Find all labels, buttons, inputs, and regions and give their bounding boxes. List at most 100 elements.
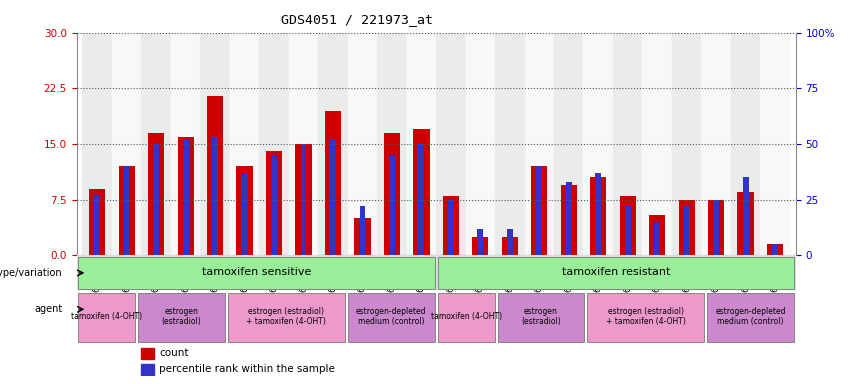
Bar bbox=[643, 33, 672, 255]
Bar bbox=[495, 33, 524, 255]
Bar bbox=[554, 33, 584, 255]
Text: GDS4051 / 221973_at: GDS4051 / 221973_at bbox=[282, 13, 433, 26]
Bar bbox=[419, 144, 425, 255]
Bar bbox=[465, 33, 495, 255]
Bar bbox=[389, 155, 395, 255]
Text: estrogen-depleted
medium (control): estrogen-depleted medium (control) bbox=[716, 307, 786, 326]
Bar bbox=[348, 293, 435, 342]
Bar bbox=[772, 244, 778, 255]
Bar bbox=[502, 237, 518, 255]
Bar bbox=[266, 151, 283, 255]
Bar bbox=[448, 200, 454, 255]
Bar bbox=[407, 33, 436, 255]
Bar bbox=[498, 293, 585, 342]
Bar bbox=[123, 166, 129, 255]
Bar bbox=[477, 228, 483, 255]
Bar bbox=[242, 173, 248, 255]
Bar bbox=[212, 137, 218, 255]
Bar bbox=[707, 293, 794, 342]
Bar bbox=[260, 33, 288, 255]
Bar bbox=[89, 189, 106, 255]
Bar bbox=[83, 33, 112, 255]
Text: estrogen (estradiol)
+ tamoxifen (4-OHT): estrogen (estradiol) + tamoxifen (4-OHT) bbox=[606, 307, 686, 326]
Text: tamoxifen (4-OHT): tamoxifen (4-OHT) bbox=[71, 312, 142, 321]
Bar bbox=[708, 200, 724, 255]
Bar bbox=[437, 257, 794, 289]
Bar bbox=[207, 96, 223, 255]
Bar bbox=[318, 33, 348, 255]
Bar bbox=[713, 200, 719, 255]
Bar bbox=[738, 192, 754, 255]
Bar bbox=[443, 196, 459, 255]
Bar bbox=[437, 33, 465, 255]
Bar bbox=[414, 129, 430, 255]
Bar bbox=[654, 222, 660, 255]
Bar bbox=[325, 111, 341, 255]
Bar bbox=[524, 33, 554, 255]
Bar bbox=[183, 139, 189, 255]
Bar bbox=[767, 244, 783, 255]
Bar bbox=[507, 228, 513, 255]
Bar bbox=[178, 137, 194, 255]
Bar bbox=[731, 33, 760, 255]
Bar bbox=[141, 348, 154, 359]
Text: tamoxifen sensitive: tamoxifen sensitive bbox=[202, 267, 311, 277]
Bar bbox=[620, 196, 636, 255]
Bar bbox=[683, 206, 689, 255]
Bar bbox=[288, 33, 318, 255]
Bar bbox=[377, 33, 407, 255]
Bar bbox=[649, 215, 665, 255]
Text: percentile rank within the sample: percentile rank within the sample bbox=[159, 364, 335, 374]
Text: estrogen-depleted
medium (control): estrogen-depleted medium (control) bbox=[356, 307, 426, 326]
Text: genotype/variation: genotype/variation bbox=[0, 268, 62, 278]
Bar bbox=[625, 206, 631, 255]
Bar bbox=[77, 255, 796, 290]
Bar bbox=[153, 144, 159, 255]
Bar bbox=[171, 33, 200, 255]
Text: estrogen
(estradiol): estrogen (estradiol) bbox=[162, 307, 202, 326]
Bar bbox=[78, 293, 135, 342]
Bar bbox=[536, 166, 542, 255]
Bar bbox=[228, 293, 345, 342]
Bar bbox=[587, 293, 705, 342]
Bar bbox=[118, 166, 134, 255]
Bar bbox=[200, 33, 230, 255]
Bar bbox=[271, 155, 277, 255]
Text: tamoxifen (4-OHT): tamoxifen (4-OHT) bbox=[431, 312, 501, 321]
Bar bbox=[566, 182, 572, 255]
Bar bbox=[141, 364, 154, 375]
Bar bbox=[295, 144, 311, 255]
Bar bbox=[348, 33, 377, 255]
Bar bbox=[300, 144, 306, 255]
Bar bbox=[561, 185, 577, 255]
Bar bbox=[584, 33, 613, 255]
Bar bbox=[359, 206, 365, 255]
Bar bbox=[148, 133, 164, 255]
Bar bbox=[141, 33, 171, 255]
Bar bbox=[237, 166, 253, 255]
Bar bbox=[672, 33, 701, 255]
Bar bbox=[384, 133, 400, 255]
Bar bbox=[78, 257, 435, 289]
Bar bbox=[531, 166, 547, 255]
Bar bbox=[678, 200, 694, 255]
Bar bbox=[138, 293, 225, 342]
Bar bbox=[94, 195, 100, 255]
Text: tamoxifen resistant: tamoxifen resistant bbox=[562, 267, 670, 277]
Bar bbox=[613, 33, 643, 255]
Bar bbox=[760, 33, 790, 255]
Text: estrogen (estradiol)
+ tamoxifen (4-OHT): estrogen (estradiol) + tamoxifen (4-OHT) bbox=[247, 307, 326, 326]
Text: estrogen
(estradiol): estrogen (estradiol) bbox=[521, 307, 561, 326]
Bar bbox=[230, 33, 260, 255]
Bar bbox=[743, 177, 749, 255]
Bar bbox=[437, 293, 494, 342]
Text: agent: agent bbox=[34, 305, 62, 314]
Bar bbox=[112, 33, 141, 255]
Bar bbox=[330, 139, 336, 255]
Bar bbox=[354, 218, 370, 255]
Text: count: count bbox=[159, 348, 189, 358]
Bar bbox=[590, 177, 606, 255]
Bar bbox=[701, 33, 731, 255]
Bar bbox=[596, 173, 601, 255]
Bar bbox=[472, 237, 488, 255]
